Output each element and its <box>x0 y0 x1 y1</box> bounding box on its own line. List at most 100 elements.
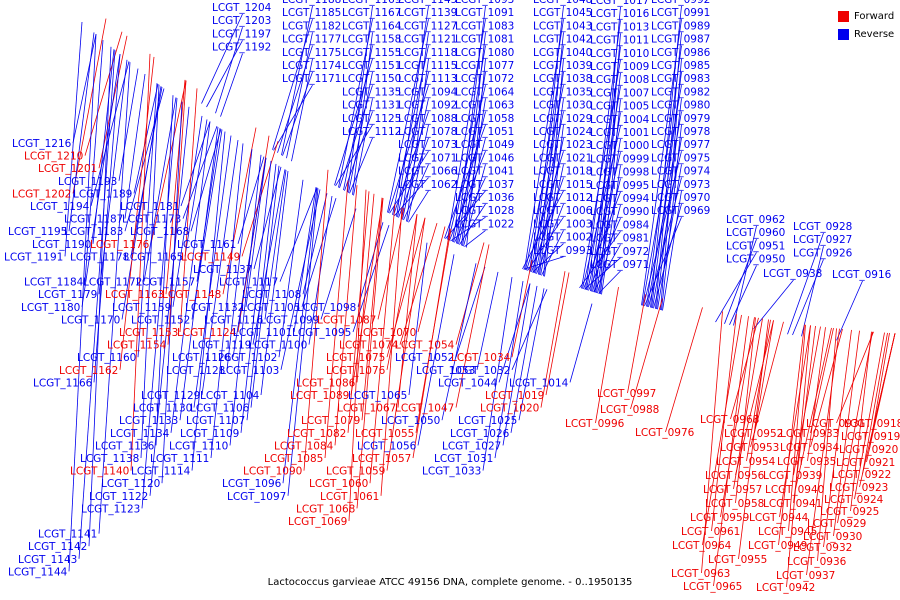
leader-line <box>279 187 318 282</box>
leader-line <box>349 137 373 194</box>
leader-line <box>715 252 757 323</box>
leader-line <box>836 331 874 424</box>
leader-line <box>167 80 187 345</box>
gene-label: LCGT_1009 <box>590 61 649 73</box>
gene-label: LCGT_0963 <box>671 568 730 580</box>
leader-line <box>320 208 357 320</box>
gene-label: LCGT_1182 <box>282 20 341 32</box>
leader-line <box>665 307 703 433</box>
gene-label: LCGT_1115 <box>398 60 457 72</box>
gene-label: LCGT_1184 <box>24 277 84 289</box>
gene-label: LCGT_1050 <box>381 415 440 427</box>
gene-label: LCGT_0931 <box>806 418 865 430</box>
leader-line <box>441 263 477 421</box>
gene-label: LCGT_1048 <box>533 0 592 6</box>
gene-label: LCGT_1071 <box>398 152 457 164</box>
gene-label: LCGT_1074 <box>339 340 399 352</box>
gene-label: LCGT_1024 <box>533 126 593 138</box>
gene-label: LCGT_1063 <box>455 100 514 112</box>
map-caption: Lactococcus garvieae ATCC 49156 DNA, com… <box>267 577 633 588</box>
leader-line <box>544 124 564 277</box>
leader-line <box>593 244 621 293</box>
gene-label: LCGT_1006 <box>533 205 593 217</box>
gene-label: LCGT_1162 <box>59 365 118 377</box>
gene-label: LCGT_1201 <box>38 163 97 175</box>
gene-label: LCGT_1118 <box>398 47 457 59</box>
leader-line <box>348 189 367 522</box>
leader-line <box>201 13 243 104</box>
leader-line <box>229 154 262 446</box>
leader-line <box>140 84 160 459</box>
leader-line <box>150 80 187 244</box>
leader-line <box>250 165 280 408</box>
gene-label: LCGT_1091 <box>455 7 514 19</box>
gene-label: LCGT_1164 <box>342 20 402 32</box>
leader-line <box>210 143 244 459</box>
leader-line <box>278 179 304 358</box>
leader-line <box>724 239 757 324</box>
gene-label: LCGT_1210 <box>24 151 83 163</box>
gene-label: LCGT_1069 <box>288 516 347 528</box>
gene-label: LCGT_1051 <box>455 126 514 138</box>
gene-label: LCGT_1052 <box>395 352 454 364</box>
gene-label: LCGT_1053 <box>416 365 475 377</box>
gene-label: LCGT_1099 <box>260 314 319 326</box>
leader-line <box>482 277 513 471</box>
leader-line <box>801 246 824 337</box>
gene-label: LCGT_1168 <box>130 226 189 238</box>
leader-line <box>406 58 429 222</box>
gene-label: LCGT_1128 <box>166 365 225 377</box>
gene-label: LCGT_0960 <box>726 227 785 239</box>
gene-label: LCGT_1070 <box>357 327 416 339</box>
leader-line <box>648 177 682 308</box>
gene-label: LCGT_1064 <box>455 86 515 98</box>
gene-label: LCGT_1057 <box>352 453 411 465</box>
gene-label: LCGT_0973 <box>651 179 710 191</box>
gene-label: LCGT_1141 <box>38 529 97 541</box>
gene-label: LCGT_0919 <box>841 431 900 443</box>
leader-line <box>701 311 723 574</box>
leader-line <box>753 279 794 330</box>
gene-label: LCGT_0923 <box>829 482 888 494</box>
gene-label: LCGT_1068 <box>296 503 355 515</box>
leader-line <box>569 303 593 383</box>
gene-label: LCGT_1017 <box>590 0 649 7</box>
leader-line <box>582 125 621 289</box>
leader-line <box>401 32 429 220</box>
gene-label: LCGT_1007 <box>590 87 649 99</box>
leader-line <box>344 111 373 191</box>
leader-line <box>282 187 318 484</box>
leader-line <box>141 98 178 509</box>
gene-label: LCGT_1193 <box>58 176 117 188</box>
leader-line <box>518 288 545 421</box>
gene-label: LCGT_0996 <box>565 418 625 430</box>
gene-label: LCGT_1114 <box>131 466 191 478</box>
gene-label: LCGT_1189 <box>73 188 132 200</box>
leader-line <box>334 185 358 446</box>
gene-label: LCGT_0954 <box>716 456 776 468</box>
gene-label: LCGT_1066 <box>398 166 458 178</box>
gene-label: LCGT_1046 <box>455 152 515 164</box>
leader-line <box>417 254 455 446</box>
strand-legend: Forward Reverse <box>838 7 894 43</box>
leader-line <box>627 294 646 394</box>
gene-label: LCGT_1026 <box>450 428 510 440</box>
leader-line <box>196 128 221 282</box>
leader-line <box>713 316 749 587</box>
leader-line <box>184 119 208 257</box>
gene-label: LCGT_0980 <box>651 100 710 112</box>
gene-label: LCGT_1077 <box>455 60 514 72</box>
gene-label: LCGT_1137 <box>193 264 252 276</box>
leader-line <box>402 98 429 220</box>
leader-line <box>281 5 313 156</box>
leader-line <box>88 46 112 547</box>
leader-line <box>729 265 757 325</box>
gene-label: LCGT_1190 <box>32 239 91 251</box>
gene-label: LCGT_0972 <box>590 246 649 258</box>
gene-label: LCGT_1019 <box>485 390 544 402</box>
gene-label: LCGT_1054 <box>395 340 455 352</box>
leader-line <box>527 216 564 271</box>
gene-label: LCGT_1170 <box>61 314 120 326</box>
gene-label: LCGT_1181 <box>120 201 179 213</box>
